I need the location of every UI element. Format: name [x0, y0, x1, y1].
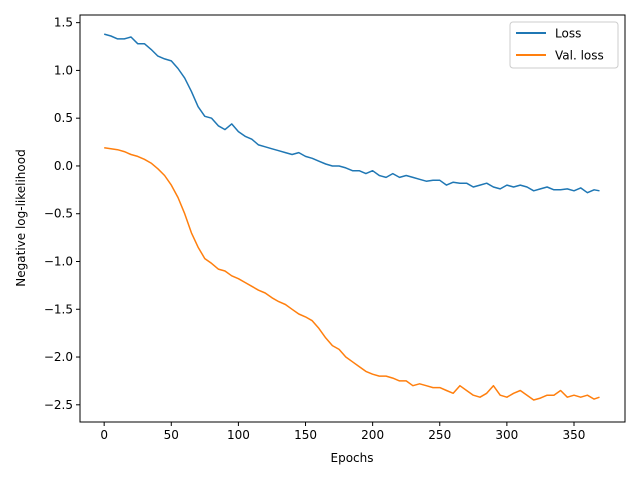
x-tick-label: 200 [361, 428, 384, 442]
y-axis-ticks: −2.5 −2.0 −1.5 −1.0 −0.5 0.0 0.5 1.0 1.5 [44, 16, 80, 412]
x-tick-label: 250 [428, 428, 451, 442]
x-tick-label: 150 [294, 428, 317, 442]
x-axis-ticks: 0 50 100 150 200 250 300 350 [100, 422, 585, 442]
x-tick-label: 100 [227, 428, 250, 442]
y-tick-label: 0.5 [54, 111, 73, 125]
series-line-loss [103, 33, 600, 194]
y-tick-label: −1.5 [44, 302, 73, 316]
x-tick-label: 300 [495, 428, 518, 442]
y-tick-label: −2.0 [44, 350, 73, 364]
x-tick-label: 350 [563, 428, 586, 442]
y-axis-label: Negative log-likelihood [14, 149, 28, 286]
legend-label-loss: Loss [555, 27, 581, 41]
legend-label-val-loss: Val. loss [555, 49, 604, 63]
y-tick-label: 1.0 [54, 63, 73, 77]
x-axis-label: Epochs [331, 451, 374, 465]
y-tick-label: 1.5 [54, 16, 73, 30]
axes-frame [79, 14, 626, 423]
x-tick-label: 50 [164, 428, 179, 442]
y-tick-label: −1.0 [44, 254, 73, 268]
series-line-val-loss [104, 147, 600, 401]
plot-area [103, 33, 600, 401]
y-tick-label: 0.0 [54, 159, 73, 173]
y-tick-label: −2.5 [44, 398, 73, 412]
y-tick-label: −0.5 [44, 207, 73, 221]
x-tick-label: 0 [100, 428, 108, 442]
legend: Loss Val. loss [509, 21, 619, 69]
